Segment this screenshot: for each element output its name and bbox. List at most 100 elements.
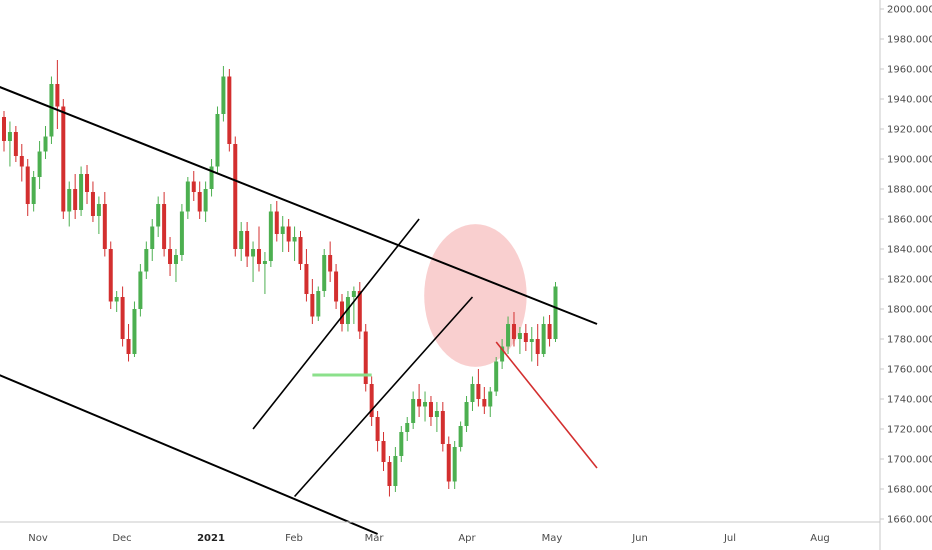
candle [280,216,285,252]
candle [168,237,173,276]
price-axis[interactable]: 1660.000 1680.000 1700.000 1720.000 1740.000… [880,5,932,526]
candle-body [227,76,232,144]
candle-body [262,261,267,264]
candle [482,387,487,414]
time-tick-label: Feb [285,533,303,544]
candle [37,141,42,189]
candle [541,316,546,357]
candle [440,402,445,452]
candle [446,436,451,489]
candle [61,99,66,219]
candle-body [517,333,522,339]
price-tick-label: 1960.000 [887,65,932,76]
candle [239,222,244,261]
candle-body [523,333,528,342]
candle-body [316,291,321,317]
candle [227,69,232,152]
candle-body [156,204,161,227]
candle [102,192,107,257]
time-tick-label: Dec [112,533,131,544]
candle [523,324,528,351]
price-tick-label: 2000.000 [887,5,932,16]
price-tick-label: 1920.000 [887,125,932,136]
candle [381,432,386,471]
candle [464,396,469,432]
price-tick-label: 1660.000 [887,515,932,526]
candle-body [102,204,107,249]
candle [452,441,457,489]
candle [49,76,54,144]
candle-body [547,324,552,339]
candle-body [150,226,155,249]
price-tick-label: 1720.000 [887,425,932,436]
time-tick-label: May [542,533,563,544]
candle-body [268,211,273,261]
candle-body [375,417,380,441]
candle-body [203,189,208,212]
candle-body [191,181,196,192]
price-tick-label: 1700.000 [887,455,932,466]
candle [322,249,327,297]
candle [292,226,297,261]
candle [150,219,155,261]
candle-body [90,192,95,216]
candle [185,177,190,219]
candle-body [61,106,66,212]
candle-body [340,301,345,324]
candle-body [500,346,505,362]
rising-channel-upper-line [252,218,420,430]
candle-body [126,339,131,354]
candle [19,144,24,182]
candle [55,60,60,129]
candle-body [2,117,6,141]
candle [517,327,522,354]
candle-body [120,297,125,339]
candle [126,324,131,362]
candle [428,396,433,426]
candle-body [108,249,113,302]
price-tick-label: 1760.000 [887,365,932,376]
candle-body [351,291,356,297]
candle-body [393,456,398,486]
candle-body [245,231,250,257]
candle-body [399,432,404,456]
candle [547,315,552,347]
price-tick-label: 1880.000 [887,185,932,196]
candle [535,324,540,366]
candle [203,181,208,222]
candles [2,60,558,497]
candle [43,126,48,159]
candle-body [446,444,451,482]
candle [262,252,267,294]
candle [506,316,511,354]
candle [434,402,439,432]
time-tick-label: Aug [810,533,830,544]
candle-body [251,249,256,257]
candle [274,201,279,242]
candle-body [452,447,457,482]
candle [233,136,238,257]
candle [357,282,362,339]
candle-body [73,189,78,210]
candle [13,126,18,162]
candle [369,376,374,426]
candle-body [31,177,36,204]
candle-body [132,309,137,354]
candle-body [363,331,368,384]
candle-body [357,291,362,332]
candle-body [482,399,487,407]
candle-body [209,166,214,189]
candle [120,286,125,347]
candle [500,339,505,369]
candle-body [197,192,202,212]
candle [179,204,184,261]
target-zone-ellipse [424,224,527,367]
candle [79,166,84,216]
descending-channel-lower-line [0,374,378,535]
time-tick-label: Jul [723,533,736,544]
candle [90,181,95,222]
candle [25,159,30,216]
time-axis[interactable]: Nov Dec 2021 Feb Mar Apr May Jun Jul Aug [28,533,830,544]
candle-body [328,255,333,272]
candle [67,181,72,227]
